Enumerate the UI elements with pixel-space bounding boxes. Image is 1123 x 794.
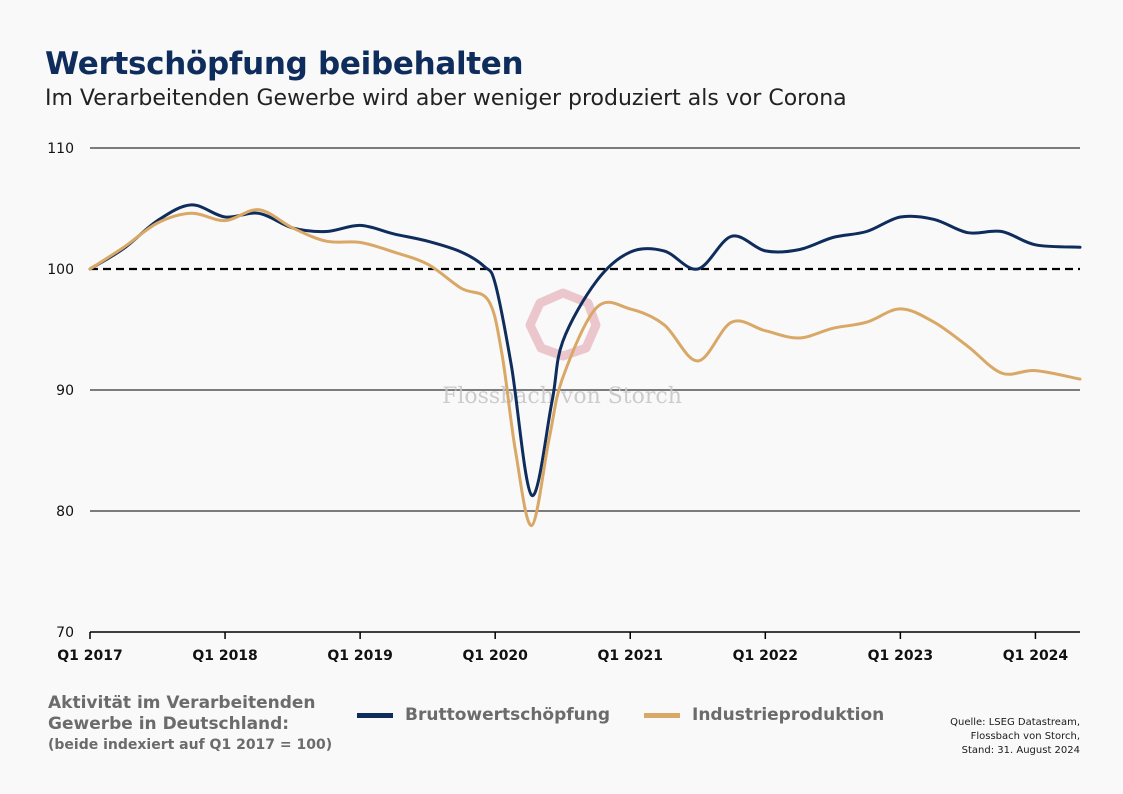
x-tick-label: Q1 2019	[327, 648, 392, 664]
source-line-1: Quelle: LSEG Datastream,	[950, 717, 1080, 728]
note-line-3: (beide indexiert auf Q1 2017 = 100)	[48, 737, 333, 753]
source-note: Quelle: LSEG Datastream, Flossbach von S…	[950, 716, 1080, 758]
legend-swatch	[644, 712, 680, 718]
x-tick-label: Q1 2020	[462, 648, 528, 664]
chart-title: Wertschöpfung beibehalten	[45, 46, 524, 82]
x-tick-label: Q1 2022	[733, 648, 798, 664]
y-tick-label: 100	[47, 262, 74, 278]
watermark-text: Flossbach von Storch	[442, 384, 682, 409]
legend-item-bruttowertschoepfung: Bruttowertschöpfung	[357, 705, 610, 725]
source-line-3: Stand: 31. August 2024	[961, 745, 1080, 756]
x-tick-label: Q1 2024	[1003, 648, 1069, 664]
x-axis: Q1 2017 Q1 2018 Q1 2019 Q1 2020 Q1 2021 Q1 20…	[57, 631, 1080, 664]
note-line-1: Aktivität im Verarbeitenden	[48, 693, 316, 713]
y-tick-label: 80	[56, 504, 74, 520]
series-lines	[88, 203, 1082, 528]
chart-note: Aktivität im Verarbeitenden Gewerbe in D…	[48, 693, 332, 756]
x-tick-label: Q1 2021	[598, 648, 663, 664]
series-line-industrieproduktion	[88, 208, 1082, 528]
gridlines	[90, 147, 1080, 512]
x-tick-label: Q1 2023	[868, 648, 933, 664]
series-line-bruttowertschoepfung	[88, 203, 1082, 497]
x-tick-label: Q1 2017	[57, 648, 122, 664]
legend-label: Industrieproduktion	[692, 705, 885, 725]
x-tick-label: Q1 2018	[192, 648, 257, 664]
y-tick-label: 70	[56, 625, 74, 641]
legend-swatch	[357, 712, 393, 718]
legend-label: Bruttowertschöpfung	[405, 705, 611, 725]
chart-subtitle: Im Verarbeitenden Gewerbe wird aber weni…	[45, 86, 847, 111]
y-axis-ticks: 70 80 90 100 110	[47, 141, 74, 641]
note-line-2: Gewerbe in Deutschland:	[48, 714, 290, 734]
source-line-2: Flossbach von Storch,	[970, 731, 1080, 742]
legend-item-industrieproduktion: Industrieproduktion	[644, 705, 884, 725]
y-tick-label: 110	[47, 141, 74, 157]
watermark-logo: Flossbach von Storch	[442, 288, 682, 409]
y-tick-label: 90	[56, 383, 74, 399]
